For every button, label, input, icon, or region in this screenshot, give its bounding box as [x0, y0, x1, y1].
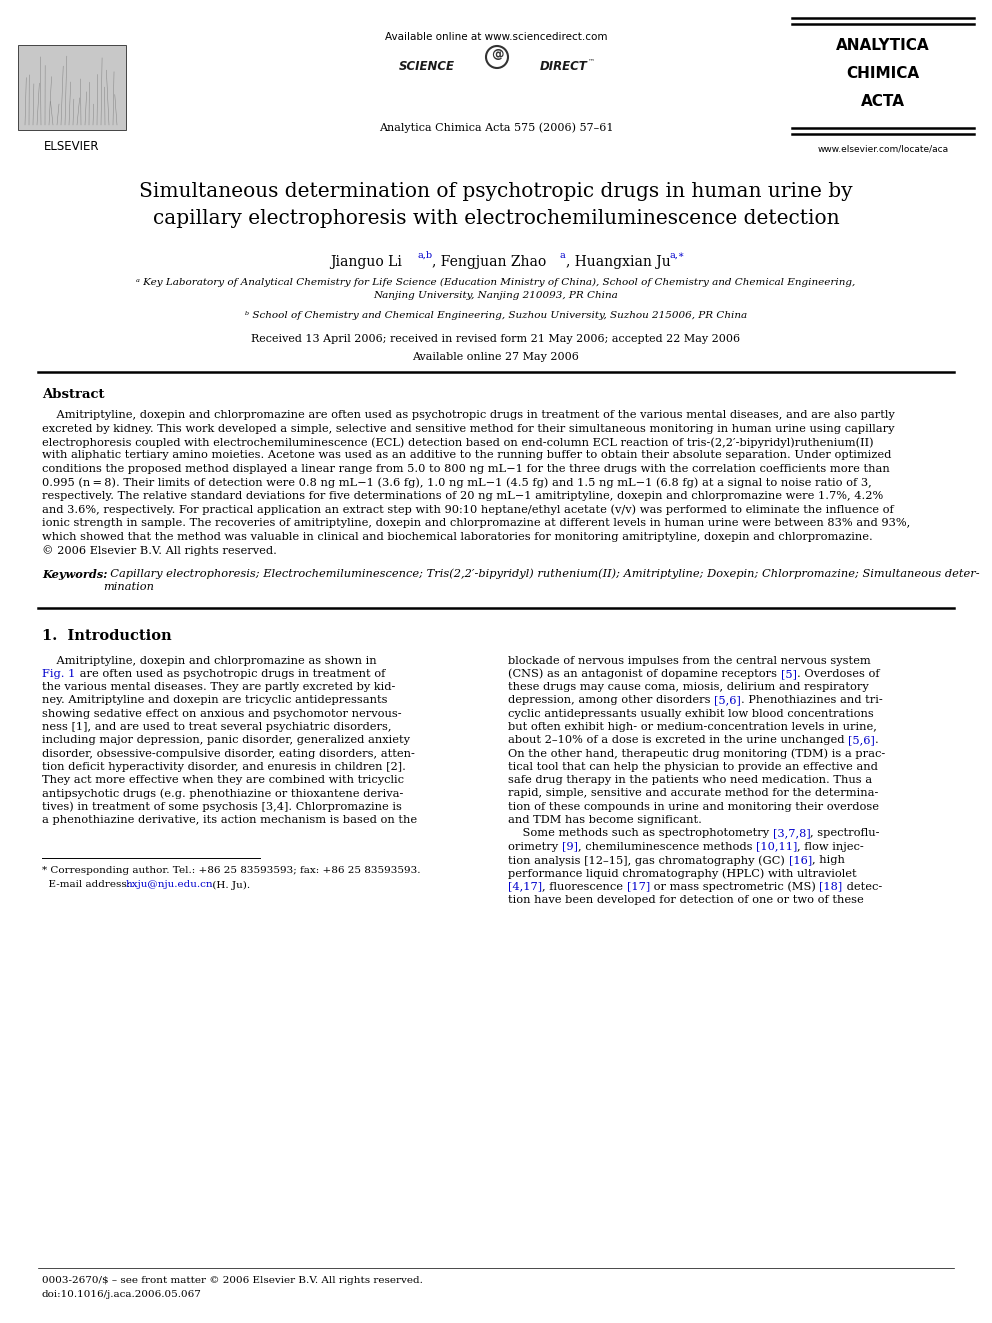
Text: tion deficit hyperactivity disorder, and enuresis in children [2].: tion deficit hyperactivity disorder, and…	[42, 762, 406, 771]
Text: DIRECT: DIRECT	[540, 60, 587, 73]
Text: ANALYTICA: ANALYTICA	[836, 38, 930, 53]
Text: Fig. 1: Fig. 1	[42, 669, 75, 679]
Text: disorder, obsessive-compulsive disorder, eating disorders, atten-: disorder, obsessive-compulsive disorder,…	[42, 749, 415, 758]
Text: a,b: a,b	[417, 251, 433, 261]
Text: [18]: [18]	[819, 881, 843, 892]
Text: including major depression, panic disorder, generalized anxiety: including major depression, panic disord…	[42, 736, 410, 745]
Text: excreted by kidney. This work developed a simple, selective and sensitive method: excreted by kidney. This work developed …	[42, 423, 895, 434]
Text: showing sedative effect on anxious and psychomotor nervous-: showing sedative effect on anxious and p…	[42, 709, 402, 718]
Text: ionic strength in sample. The recoveries of amitriptyline, doxepin and chlorprom: ionic strength in sample. The recoveries…	[42, 519, 911, 528]
Text: a phenothiazine derivative, its action mechanism is based on the: a phenothiazine derivative, its action m…	[42, 815, 417, 826]
Text: which showed that the method was valuable in clinical and biochemical laboratori: which showed that the method was valuabl…	[42, 532, 873, 541]
Text: 1.  Introduction: 1. Introduction	[42, 630, 172, 643]
Text: ACTA: ACTA	[861, 94, 905, 108]
Text: .: .	[875, 736, 879, 745]
Text: [10,11]: [10,11]	[756, 841, 798, 852]
Text: electrophoresis coupled with electrochemiluminescence (ECL) detection based on e: electrophoresis coupled with electrochem…	[42, 437, 874, 447]
Text: orimetry: orimetry	[508, 841, 561, 852]
Text: SCIENCE: SCIENCE	[399, 60, 455, 73]
Text: [3,7,8]: [3,7,8]	[773, 828, 810, 839]
Text: a: a	[559, 251, 564, 261]
Text: a,∗: a,∗	[669, 251, 684, 261]
Text: CHIMICA: CHIMICA	[846, 66, 920, 81]
Text: blockade of nervous impulses from the central nervous system: blockade of nervous impulses from the ce…	[508, 655, 871, 665]
Text: are often used as psychotropic drugs in treatment of: are often used as psychotropic drugs in …	[76, 669, 385, 679]
Text: . Overdoses of: . Overdoses of	[797, 669, 879, 679]
Text: Available online at www.sciencedirect.com: Available online at www.sciencedirect.co…	[385, 32, 607, 42]
Text: tical tool that can help the physician to provide an effective and: tical tool that can help the physician t…	[508, 762, 878, 771]
Text: and TDM has become significant.: and TDM has become significant.	[508, 815, 702, 826]
Text: [4,17]: [4,17]	[508, 881, 542, 892]
Text: 0.995 (n = 8). Their limits of detection were 0.8 ng mL−1 (3.6 fg), 1.0 ng mL−1 : 0.995 (n = 8). Their limits of detection…	[42, 478, 872, 488]
Text: They act more effective when they are combined with tricyclic: They act more effective when they are co…	[42, 775, 404, 785]
Text: safe drug therapy in the patients who need medication. Thus a: safe drug therapy in the patients who ne…	[508, 775, 872, 785]
Text: Received 13 April 2006; received in revised form 21 May 2006; accepted 22 May 20: Received 13 April 2006; received in revi…	[251, 333, 741, 344]
Text: performance liquid chromatography (HPLC) with ultraviolet: performance liquid chromatography (HPLC)…	[508, 868, 857, 878]
Text: (H. Ju).: (H. Ju).	[209, 880, 250, 889]
Text: tion have been developed for detection of one or two of these: tion have been developed for detection o…	[508, 894, 864, 905]
Text: the various mental diseases. They are partly excreted by kid-: the various mental diseases. They are pa…	[42, 683, 396, 692]
Text: depression, among other disorders: depression, among other disorders	[508, 696, 714, 705]
Text: [17]: [17]	[627, 881, 650, 892]
Text: rapid, simple, sensitive and accurate method for the determina-: rapid, simple, sensitive and accurate me…	[508, 789, 878, 799]
Text: Simultaneous determination of psychotropic drugs in human urine by: Simultaneous determination of psychotrop…	[139, 183, 853, 201]
Text: antipsychotic drugs (e.g. phenothiazine or thioxantene deriva-: antipsychotic drugs (e.g. phenothiazine …	[42, 789, 404, 799]
Text: [16]: [16]	[789, 855, 811, 865]
Text: but often exhibit high- or medium-concentration levels in urine,: but often exhibit high- or medium-concen…	[508, 722, 877, 732]
Text: (CNS) as an antagonist of dopamine receptors: (CNS) as an antagonist of dopamine recep…	[508, 669, 781, 680]
Text: Abstract: Abstract	[42, 388, 104, 401]
Text: , fluorescence: , fluorescence	[542, 881, 627, 892]
Text: E-mail address:: E-mail address:	[42, 880, 134, 889]
Text: Some methods such as spectrophotometry: Some methods such as spectrophotometry	[508, 828, 773, 839]
Text: ness [1], and are used to treat several psychiatric disorders,: ness [1], and are used to treat several …	[42, 722, 392, 732]
Text: . Phenothiazines and tri-: . Phenothiazines and tri-	[741, 696, 883, 705]
Text: conditions the proposed method displayed a linear range from 5.0 to 800 ng mL−1 : conditions the proposed method displayed…	[42, 464, 890, 474]
Text: these drugs may cause coma, miosis, delirium and respiratory: these drugs may cause coma, miosis, deli…	[508, 683, 869, 692]
Text: 0003-2670/$ – see front matter © 2006 Elsevier B.V. All rights reserved.: 0003-2670/$ – see front matter © 2006 El…	[42, 1275, 423, 1285]
Text: ᵇ School of Chemistry and Chemical Engineering, Suzhou University, Suzhou 215006: ᵇ School of Chemistry and Chemical Engin…	[245, 311, 747, 320]
Text: or mass spectrometric (MS): or mass spectrometric (MS)	[650, 881, 819, 892]
Text: © 2006 Elsevier B.V. All rights reserved.: © 2006 Elsevier B.V. All rights reserved…	[42, 545, 277, 556]
Text: ᵃ Key Laboratory of Analytical Chemistry for Life Science (Education Ministry of: ᵃ Key Laboratory of Analytical Chemistry…	[136, 278, 856, 299]
Text: [5]: [5]	[781, 669, 797, 679]
Text: Analytica Chimica Acta 575 (2006) 57–61: Analytica Chimica Acta 575 (2006) 57–61	[379, 122, 613, 132]
Text: detec-: detec-	[843, 881, 882, 892]
Text: [5,6]: [5,6]	[714, 696, 741, 705]
Text: Capillary electrophoresis; Electrochemiluminescence; Tris(2,2′-bipyridyl) ruthen: Capillary electrophoresis; Electrochemil…	[103, 569, 980, 579]
Text: , Fengjuan Zhao: , Fengjuan Zhao	[432, 255, 547, 269]
Text: ney. Amitriptyline and doxepin are tricyclic antidepressants: ney. Amitriptyline and doxepin are tricy…	[42, 696, 388, 705]
Text: , flow injec-: , flow injec-	[798, 841, 864, 852]
Text: Amitriptyline, doxepin and chlorpromazine are often used as psychotropic drugs i: Amitriptyline, doxepin and chlorpromazin…	[42, 410, 895, 419]
Text: [5,6]: [5,6]	[848, 736, 875, 745]
Text: Amitriptyline, doxepin and chlorpromazine as shown in: Amitriptyline, doxepin and chlorpromazin…	[42, 655, 377, 665]
Text: tives) in treatment of some psychosis [3,4]. Chlorpromazine is: tives) in treatment of some psychosis [3…	[42, 802, 402, 812]
FancyBboxPatch shape	[18, 45, 126, 130]
Text: , Huangxian Ju: , Huangxian Ju	[566, 255, 671, 269]
Text: , chemiluminescence methods: , chemiluminescence methods	[577, 841, 756, 852]
Text: cyclic antidepressants usually exhibit low blood concentrations: cyclic antidepressants usually exhibit l…	[508, 709, 874, 718]
Text: ELSEVIER: ELSEVIER	[45, 140, 100, 153]
Text: capillary electrophoresis with electrochemiluminescence detection: capillary electrophoresis with electroch…	[153, 209, 839, 228]
Text: hxju@nju.edu.cn: hxju@nju.edu.cn	[126, 880, 213, 889]
Text: about 2–10% of a dose is excreted in the urine unchanged: about 2–10% of a dose is excreted in the…	[508, 736, 848, 745]
Text: * Corresponding author. Tel.: +86 25 83593593; fax: +86 25 83593593.: * Corresponding author. Tel.: +86 25 835…	[42, 867, 421, 876]
Text: Available online 27 May 2006: Available online 27 May 2006	[413, 352, 579, 363]
Text: and 3.6%, respectively. For practical application an extract step with 90:10 hep: and 3.6%, respectively. For practical ap…	[42, 504, 894, 515]
Text: @: @	[491, 48, 503, 61]
Text: with aliphatic tertiary amino moieties. Acetone was used as an additive to the r: with aliphatic tertiary amino moieties. …	[42, 451, 892, 460]
Text: tion of these compounds in urine and monitoring their overdose: tion of these compounds in urine and mon…	[508, 802, 879, 812]
Text: mination: mination	[103, 582, 154, 591]
Text: , spectroflu-: , spectroflu-	[810, 828, 880, 839]
Text: ™: ™	[588, 58, 595, 64]
Text: [9]: [9]	[561, 841, 577, 852]
Text: tion analysis [12–15], gas chromatography (GC): tion analysis [12–15], gas chromatograph…	[508, 855, 789, 865]
Text: www.elsevier.com/locate/aca: www.elsevier.com/locate/aca	[817, 144, 948, 153]
Text: doi:10.1016/j.aca.2006.05.067: doi:10.1016/j.aca.2006.05.067	[42, 1290, 202, 1299]
Text: On the other hand, therapeutic drug monitoring (TDM) is a prac-: On the other hand, therapeutic drug moni…	[508, 749, 885, 759]
Text: Jianguo Li: Jianguo Li	[330, 255, 402, 269]
Text: Keywords:: Keywords:	[42, 569, 107, 579]
Text: , high: , high	[811, 855, 844, 865]
Text: respectively. The relative standard deviations for five determinations of 20 ng : respectively. The relative standard devi…	[42, 491, 883, 501]
